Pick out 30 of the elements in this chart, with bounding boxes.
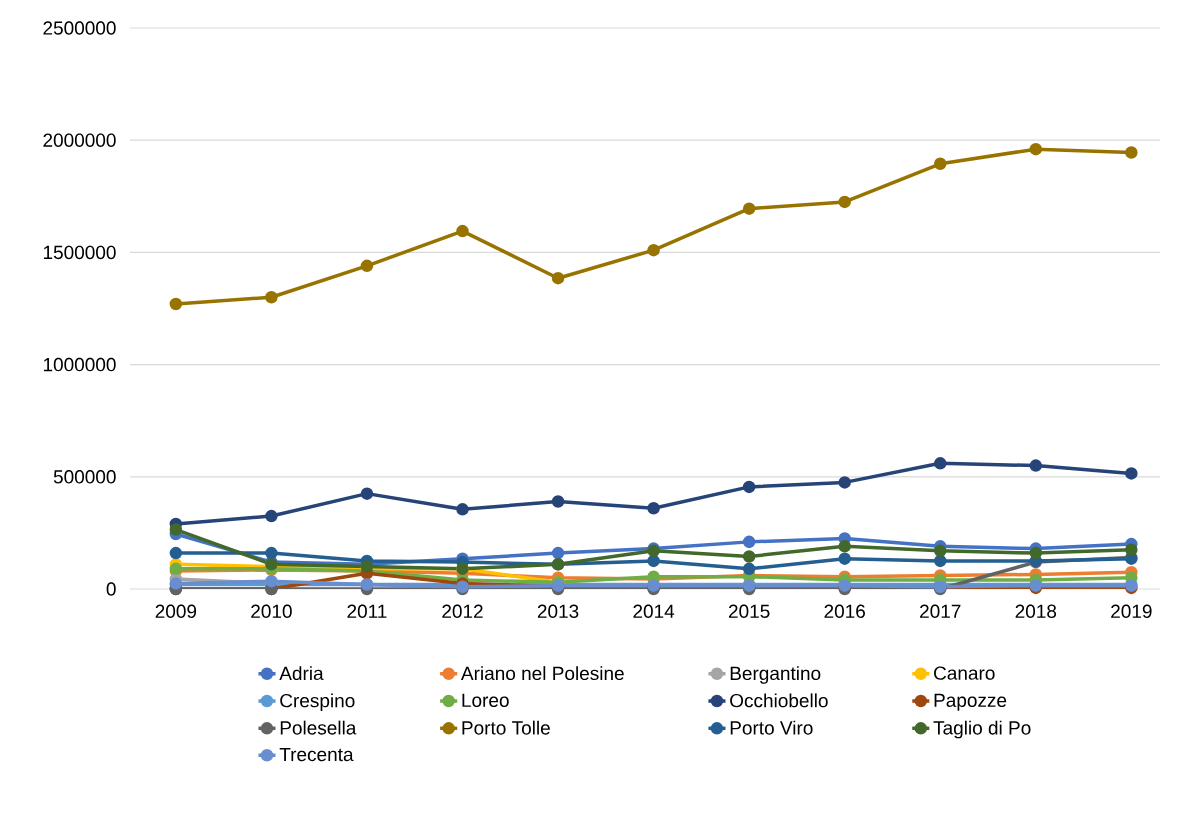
legend-label: Ariano nel Polesine: [460, 666, 624, 681]
legend-label: Loreo: [462, 693, 509, 708]
x-tick-label: 2010: [251, 604, 292, 618]
x-tick-label: 2011: [347, 604, 387, 618]
legend-label: Bergantino: [730, 666, 821, 684]
y-tick-label: 500000: [53, 470, 116, 484]
y-tick-label: 0: [106, 582, 116, 596]
y-tick-label: 1500000: [43, 245, 116, 260]
legend-label: Taglio di Po: [933, 720, 1031, 739]
legend-label: Crespino: [280, 693, 355, 712]
legend-label: Trecenta: [279, 747, 354, 762]
legend-label: Porto Viro: [730, 720, 813, 735]
x-tick-label: 2019: [1111, 604, 1152, 618]
x-tick-label: 2018: [1015, 604, 1057, 618]
x-tick-label: 2009: [155, 604, 197, 618]
legend-label: Adria: [279, 666, 324, 681]
legend-label: Occhiobello: [730, 693, 828, 708]
x-tick-label: 2012: [442, 604, 483, 618]
y-tick-label: 1000000: [43, 357, 116, 372]
legend-label: Papozze: [934, 693, 1007, 711]
x-tick-label: 2015: [728, 604, 770, 618]
x-tick-label: 2017: [920, 604, 961, 618]
y-tick-label: 2500000: [43, 21, 116, 35]
x-tick-label: 2013: [537, 604, 579, 618]
x-tick-label: 2014: [633, 604, 675, 618]
legend-label: Polesella: [280, 720, 357, 735]
y-tick-label: 2000000: [43, 133, 116, 147]
x-tick-label: 2016: [824, 604, 865, 618]
legend-label: Porto Tolle: [462, 720, 550, 735]
legend-label: Canaro: [934, 666, 995, 680]
